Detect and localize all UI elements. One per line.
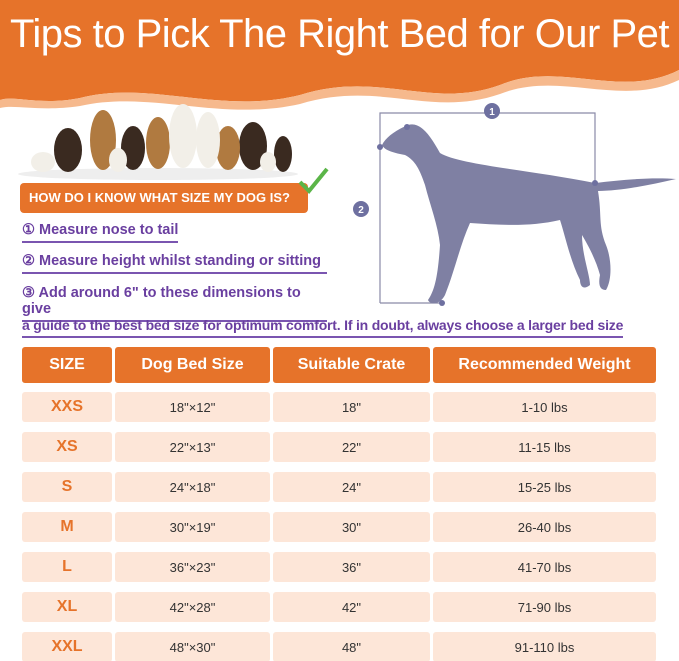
table-cell-size: XL [22,592,112,622]
table-cell-weight: 26-40 lbs [433,512,656,542]
table-cell-weight: 15-25 lbs [433,472,656,502]
table-cell-weight: 71-90 lbs [433,592,656,622]
table-cell-size: XXS [22,392,112,422]
table-cell-crate: 36" [273,552,430,582]
diagram-label-height: 2 [358,205,364,216]
checkmark-icon [298,167,329,194]
header-crate: Suitable Crate [273,347,430,383]
table-cell-bed-size: 36"×23" [115,552,270,582]
table-cell-bed-size: 48"×30" [115,632,270,661]
table-cell-size: L [22,552,112,582]
guide-text: a guide to the best bed size for optimum… [22,317,623,338]
table-cell-crate: 18" [273,392,430,422]
header-size: SIZE [22,347,112,383]
dogs-group-photo [18,104,298,180]
table-cell-crate: 30" [273,512,430,542]
table-cell-size: S [22,472,112,502]
header-bed-size: Dog Bed Size [115,347,270,383]
header-weight: Recommended Weight [433,347,656,383]
table-cell-crate: 22" [273,432,430,462]
table-cell-bed-size: 22"×13" [115,432,270,462]
dog-measurement-diagram: 1 2 [353,103,676,306]
table-cell-bed-size: 18"×12" [115,392,270,422]
page-title: Tips to Pick The Right Bed for Our Pet [9,12,670,56]
table-cell-weight: 91-110 lbs [433,632,656,661]
table-cell-crate: 24" [273,472,430,502]
table-cell-weight: 41-70 lbs [433,552,656,582]
table-cell-crate: 48" [273,632,430,661]
table-cell-size: XXL [22,632,112,661]
size-question-banner: HOW DO I KNOW WHAT SIZE MY DOG IS? [20,183,308,213]
table-cell-bed-size: 24"×18" [115,472,270,502]
table-cell-crate: 42" [273,592,430,622]
table-cell-bed-size: 42"×28" [115,592,270,622]
step-add-inches: ③ Add around 6" to these dimensions to g… [22,285,327,322]
table-cell-weight: 1-10 lbs [433,392,656,422]
table-cell-bed-size: 30"×19" [115,512,270,542]
header-banner [0,0,679,110]
diagram-label-length: 1 [489,107,495,118]
table-cell-size: M [22,512,112,542]
table-cell-size: XS [22,432,112,462]
step-measure-height: ② Measure height whilst standing or sitt… [22,253,327,274]
step-measure-length: ① Measure nose to tail [22,222,179,243]
table-cell-weight: 11-15 lbs [433,432,656,462]
